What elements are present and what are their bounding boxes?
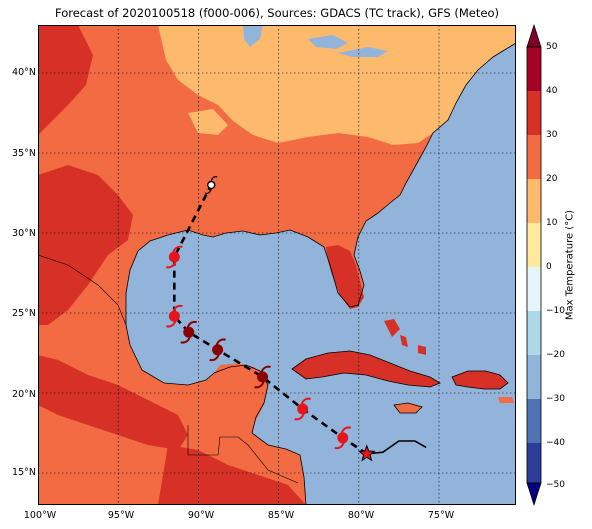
land-cool-north <box>158 25 516 145</box>
colorbar <box>526 23 542 507</box>
land-yucatan <box>210 365 268 429</box>
lat-label-25: 25°N <box>12 308 36 319</box>
lat-label-40: 40°N <box>12 67 36 78</box>
lon-label-85w: 85°W <box>267 510 295 521</box>
land-florida <box>326 245 364 309</box>
colorbar-tick-neg20: −20 <box>546 350 565 360</box>
forecast-map <box>38 25 516 505</box>
land-cuba <box>292 351 440 387</box>
coastline-hispaniola <box>451 370 509 390</box>
land-puerto-rico <box>498 397 514 403</box>
colorbar-bottom-arrow <box>526 482 542 507</box>
colorbar-band-10-20 <box>527 179 541 223</box>
colorbar-band-40-50 <box>527 47 541 91</box>
hurricane-icon <box>180 320 198 344</box>
colorbar-tick-30: 30 <box>546 130 558 140</box>
land-warm-mexico <box>38 355 188 450</box>
track-history-line <box>366 440 427 455</box>
colorbar-tick-10: 10 <box>546 218 558 228</box>
lon-label-90w: 90°W <box>187 510 215 521</box>
land-cool-patch <box>188 109 228 135</box>
land-north-america <box>38 25 516 505</box>
hurricane-icon <box>254 365 271 389</box>
coastline-mexico <box>125 324 215 386</box>
colorbar-title: Max Temperature (°C) <box>564 209 576 321</box>
colorbar-tick-20: 20 <box>546 174 558 184</box>
current-position-star-icon <box>357 444 376 462</box>
lon-label-100w: 100°W <box>23 510 57 521</box>
lon-label-95w: 95°W <box>107 510 135 521</box>
border-central-america <box>187 425 299 484</box>
storm-icon <box>294 397 311 421</box>
lat-label-30: 30°N <box>12 228 36 239</box>
map-title: Forecast of 2020100518 (f000-006), Sourc… <box>55 6 499 20</box>
land-hispaniola <box>452 371 508 389</box>
colorbar-tick-50: 50 <box>546 42 558 52</box>
coastline-yucatan <box>213 364 307 505</box>
gridlines <box>38 25 516 505</box>
low-pressure-icon <box>204 176 218 194</box>
colorbar-tick-neg10: −10 <box>546 306 565 316</box>
colorbar-band-neg50-neg40 <box>527 443 541 483</box>
track-markers <box>166 176 376 462</box>
colorbar-border <box>526 46 542 484</box>
border-us-mexico <box>38 254 127 326</box>
land-jamaica <box>394 403 422 413</box>
colorbar-tick-40: 40 <box>546 86 558 96</box>
colorbar-band-30-40 <box>527 91 541 135</box>
colorbar-tick-neg50: −50 <box>546 480 565 490</box>
colorbar-band-neg20-neg10 <box>527 311 541 355</box>
storm-icon <box>166 304 183 328</box>
land-bahamas <box>384 319 426 355</box>
colorbar-band-20-30 <box>527 135 541 179</box>
land-warm-texas <box>38 165 133 325</box>
storm-icon <box>334 426 352 450</box>
map-border <box>38 25 516 505</box>
lat-label-15: 15°N <box>12 467 36 478</box>
lon-label-80w: 80°W <box>347 510 375 521</box>
hurricane-icon <box>209 338 226 362</box>
great-lakes <box>243 25 388 57</box>
colorbar-band-neg40-neg30 <box>527 399 541 443</box>
storm-icon <box>166 245 183 269</box>
colorbar-tick-0: 0 <box>546 262 552 272</box>
colorbar-band-0-10 <box>527 223 541 267</box>
colorbar-tick-neg40: −40 <box>546 438 565 448</box>
colorbar-band-neg30-neg20 <box>527 355 541 399</box>
coastline-cuba <box>291 350 441 388</box>
colorbar-band-neg10-0 <box>527 267 541 311</box>
coastline-jamaica <box>393 402 423 414</box>
lat-label-20: 20°N <box>12 389 36 400</box>
land-warm-southwest <box>38 25 93 135</box>
lat-label-35: 35°N <box>12 148 36 159</box>
colorbar-tick-neg30: −30 <box>546 394 565 404</box>
land-warm-central-america <box>158 445 306 505</box>
coastline-gulf <box>125 42 516 325</box>
colorbar-top-arrow <box>526 23 542 48</box>
lon-label-75w: 75°W <box>427 510 455 521</box>
